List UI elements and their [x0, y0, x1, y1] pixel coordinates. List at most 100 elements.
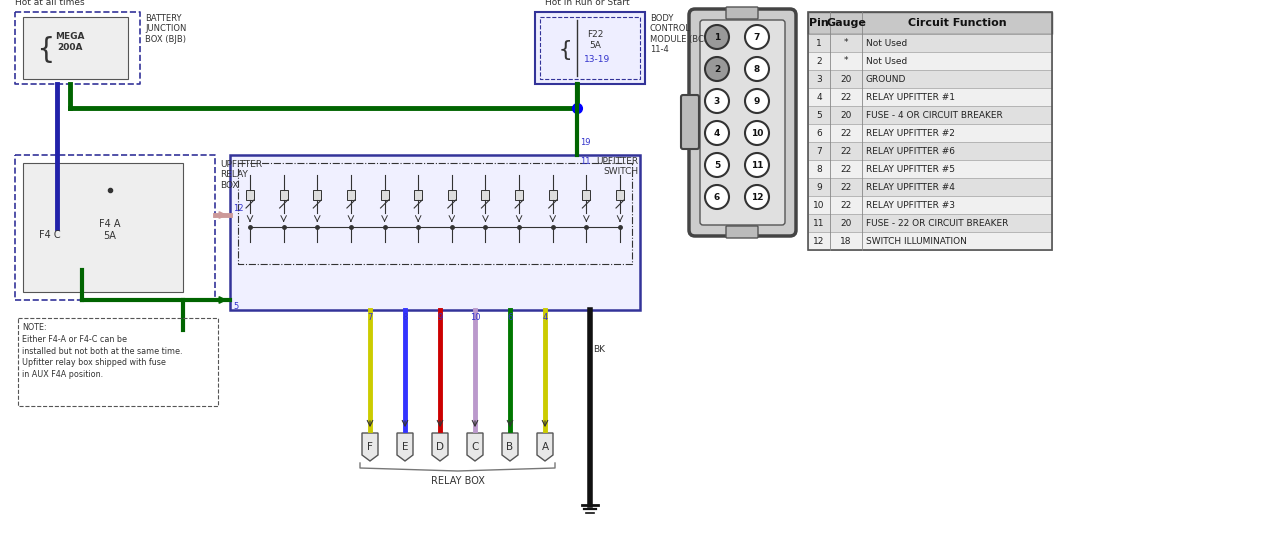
Text: MEGA
200A: MEGA 200A	[55, 32, 84, 52]
Text: BATTERY
JUNCTION
BOX (BJB): BATTERY JUNCTION BOX (BJB)	[144, 14, 187, 44]
Text: BODY
CONTROL
MODULE (BCM)
11-4: BODY CONTROL MODULE (BCM) 11-4	[651, 14, 714, 54]
Text: 22: 22	[841, 147, 851, 155]
Text: Hot at all times: Hot at all times	[15, 0, 84, 7]
Text: 20: 20	[841, 74, 851, 84]
FancyBboxPatch shape	[808, 178, 1052, 196]
FancyBboxPatch shape	[808, 106, 1052, 124]
Text: E: E	[401, 442, 408, 452]
Text: 9: 9	[754, 96, 760, 106]
Polygon shape	[432, 433, 449, 461]
Text: Gauge: Gauge	[826, 18, 866, 28]
Text: 13-19: 13-19	[584, 55, 610, 65]
FancyBboxPatch shape	[808, 88, 1052, 106]
Text: 22: 22	[841, 201, 851, 210]
Text: 2: 2	[714, 65, 720, 73]
Circle shape	[745, 89, 769, 113]
Text: 6: 6	[714, 193, 720, 201]
Text: 5: 5	[233, 302, 238, 311]
Text: F4 A
5A: F4 A 5A	[100, 219, 120, 241]
Text: 9: 9	[817, 183, 822, 191]
Text: F22
5A: F22 5A	[587, 30, 603, 50]
Text: UPFITTER
SWITCH: UPFITTER SWITCH	[596, 157, 638, 176]
FancyBboxPatch shape	[414, 190, 422, 200]
Text: 11: 11	[580, 157, 590, 166]
FancyBboxPatch shape	[726, 7, 758, 19]
Text: A: A	[542, 442, 548, 452]
Text: 6: 6	[817, 129, 822, 137]
FancyBboxPatch shape	[808, 12, 1052, 34]
Text: RELAY UPFITTER #3: RELAY UPFITTER #3	[866, 201, 955, 210]
Circle shape	[745, 57, 769, 81]
Text: 4: 4	[817, 92, 822, 102]
Text: 7: 7	[367, 313, 373, 322]
Text: 10: 10	[470, 313, 481, 322]
FancyBboxPatch shape	[689, 9, 796, 236]
Text: 18: 18	[840, 236, 851, 246]
Text: RELAY BOX: RELAY BOX	[431, 476, 484, 486]
FancyBboxPatch shape	[808, 52, 1052, 70]
Text: 5: 5	[817, 110, 822, 119]
Text: 22: 22	[841, 183, 851, 191]
Text: 22: 22	[841, 92, 851, 102]
Polygon shape	[397, 433, 413, 461]
Text: F: F	[367, 442, 373, 452]
FancyBboxPatch shape	[808, 214, 1052, 232]
Circle shape	[705, 25, 728, 49]
FancyBboxPatch shape	[808, 34, 1052, 52]
Text: {: {	[558, 40, 571, 60]
Text: UPFITTER
RELAY
BOX: UPFITTER RELAY BOX	[220, 160, 262, 190]
Text: FUSE - 22 OR CIRCUIT BREAKER: FUSE - 22 OR CIRCUIT BREAKER	[866, 218, 1008, 228]
Text: B: B	[506, 442, 514, 452]
Text: 11: 11	[750, 160, 763, 170]
Text: 10: 10	[750, 129, 763, 137]
FancyBboxPatch shape	[482, 190, 489, 200]
FancyBboxPatch shape	[381, 190, 389, 200]
Text: Hot in Run or Start: Hot in Run or Start	[544, 0, 630, 7]
FancyBboxPatch shape	[808, 142, 1052, 160]
FancyBboxPatch shape	[808, 160, 1052, 178]
Circle shape	[705, 185, 728, 209]
Text: SWITCH ILLUMINATION: SWITCH ILLUMINATION	[866, 236, 967, 246]
Text: 8: 8	[403, 313, 408, 322]
Circle shape	[745, 121, 769, 145]
Circle shape	[705, 57, 728, 81]
Polygon shape	[466, 433, 483, 461]
Text: RELAY UPFITTER #2: RELAY UPFITTER #2	[866, 129, 955, 137]
Text: 7: 7	[754, 32, 760, 42]
Text: 4: 4	[714, 129, 721, 137]
Text: BK: BK	[593, 346, 604, 354]
Text: 1: 1	[714, 32, 720, 42]
FancyBboxPatch shape	[583, 190, 590, 200]
Text: 12: 12	[233, 204, 244, 213]
Text: *: *	[843, 56, 849, 66]
FancyBboxPatch shape	[808, 70, 1052, 88]
Circle shape	[705, 153, 728, 177]
Text: 3: 3	[714, 96, 720, 106]
Text: RELAY UPFITTER #5: RELAY UPFITTER #5	[866, 165, 955, 173]
FancyBboxPatch shape	[535, 12, 645, 84]
FancyBboxPatch shape	[346, 190, 355, 200]
Text: 8: 8	[754, 65, 760, 73]
Text: Circuit Function: Circuit Function	[907, 18, 1006, 28]
FancyBboxPatch shape	[280, 190, 288, 200]
Circle shape	[745, 25, 769, 49]
Text: F4 C: F4 C	[40, 230, 61, 240]
Text: 6: 6	[507, 313, 512, 322]
Text: RELAY UPFITTER #6: RELAY UPFITTER #6	[866, 147, 955, 155]
FancyBboxPatch shape	[808, 124, 1052, 142]
Text: 4: 4	[542, 313, 548, 322]
FancyBboxPatch shape	[681, 95, 699, 149]
Text: {: {	[37, 36, 54, 64]
FancyBboxPatch shape	[726, 226, 758, 238]
Text: 22: 22	[841, 129, 851, 137]
Text: 9: 9	[437, 313, 442, 322]
Text: NOTE:
Either F4-A or F4-C can be
installed but not both at the same time.
Upfitt: NOTE: Either F4-A or F4-C can be install…	[22, 323, 183, 379]
FancyBboxPatch shape	[548, 190, 557, 200]
Text: 19: 19	[580, 138, 590, 147]
Text: 12: 12	[813, 236, 824, 246]
Text: Not Used: Not Used	[866, 38, 907, 48]
Text: 8: 8	[817, 165, 822, 173]
Text: C: C	[472, 442, 479, 452]
Circle shape	[745, 153, 769, 177]
Polygon shape	[502, 433, 518, 461]
